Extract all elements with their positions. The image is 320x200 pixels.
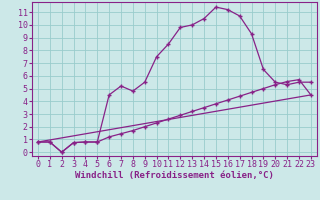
X-axis label: Windchill (Refroidissement éolien,°C): Windchill (Refroidissement éolien,°C)	[75, 171, 274, 180]
